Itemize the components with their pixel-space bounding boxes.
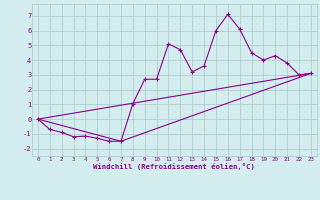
X-axis label: Windchill (Refroidissement éolien,°C): Windchill (Refroidissement éolien,°C): [93, 163, 255, 170]
